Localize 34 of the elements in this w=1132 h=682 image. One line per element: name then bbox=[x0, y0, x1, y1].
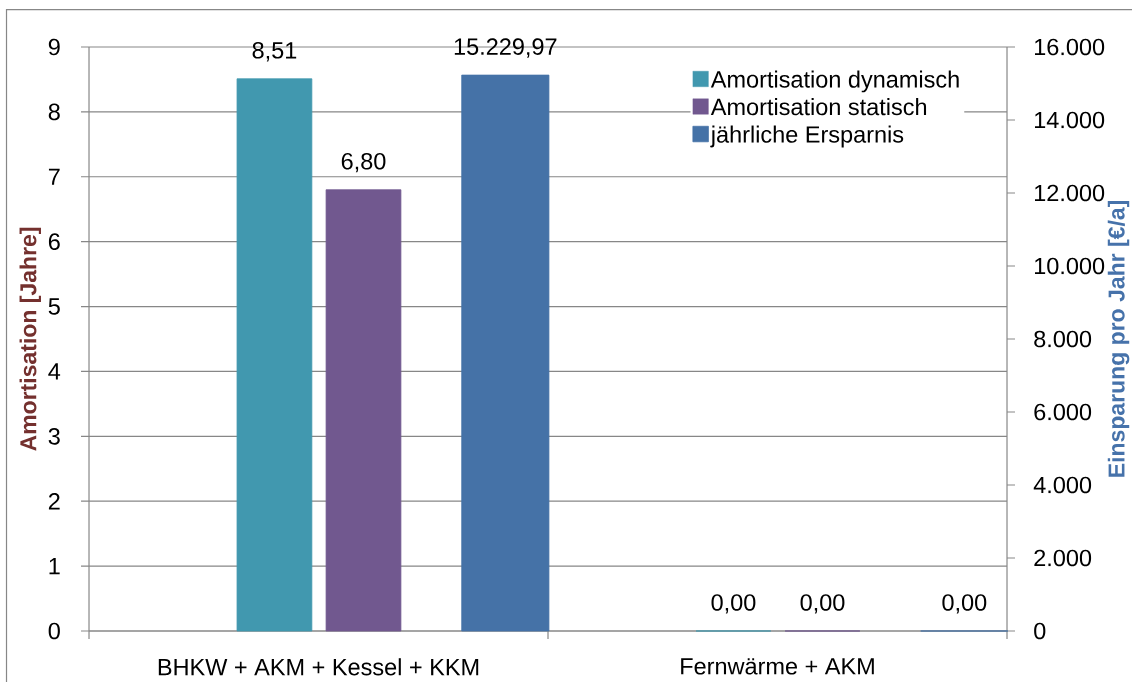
data-label: 0,00 bbox=[711, 594, 756, 614]
y2-tick-label: 2.000 bbox=[1034, 549, 1092, 567]
y-tick-label: 0 bbox=[48, 622, 60, 640]
y-tick-label: 3 bbox=[48, 428, 60, 445]
y2-tick-label: 8.000 bbox=[1034, 330, 1092, 348]
y-axis-title: Amortisation [Jahre] bbox=[19, 227, 41, 451]
y2-tick-label: 16.000 bbox=[1035, 38, 1105, 56]
bar bbox=[236, 78, 313, 632]
y-tick-label: 2 bbox=[48, 493, 60, 510]
y2-tick-label: 6.000 bbox=[1034, 403, 1092, 421]
y-tick-label: 9 bbox=[48, 38, 60, 56]
x-tick-label: BHKW + AKM + Kessel + KKM bbox=[158, 658, 479, 676]
y2-axis-title: Einsparung pro Jahr [€/a] bbox=[1107, 200, 1130, 477]
data-label: 8,51 bbox=[252, 41, 297, 62]
y-tick-label: 4 bbox=[48, 363, 61, 380]
y2-tick-label: 14.000 bbox=[1035, 111, 1105, 129]
y2-tick-label: 0 bbox=[1034, 622, 1046, 640]
legend-label: jährliche Ersparnis bbox=[710, 125, 904, 148]
data-label: 0,00 bbox=[800, 594, 845, 614]
data-label: 15.229,97 bbox=[454, 38, 557, 58]
legend-label: Amortisation statisch bbox=[710, 98, 927, 116]
y2-tick-label: 4.000 bbox=[1033, 476, 1092, 494]
bar bbox=[325, 189, 402, 632]
y-tick-label: 7 bbox=[48, 168, 60, 185]
data-label: 6,80 bbox=[341, 152, 386, 173]
y2-tick-label: 12.000 bbox=[1035, 184, 1105, 202]
data-label: 0,00 bbox=[942, 594, 987, 614]
y-tick-label: 1 bbox=[49, 558, 60, 575]
x-tick-label: Fernwärme + AKM bbox=[681, 658, 874, 675]
y-tick-label: 8 bbox=[48, 103, 60, 121]
y-tick-label: 6 bbox=[48, 233, 60, 250]
y-tick-label: 5 bbox=[48, 298, 60, 315]
legend-label: Amortisation dynamisch bbox=[710, 70, 959, 93]
y2-tick-label: 10.000 bbox=[1035, 257, 1105, 275]
